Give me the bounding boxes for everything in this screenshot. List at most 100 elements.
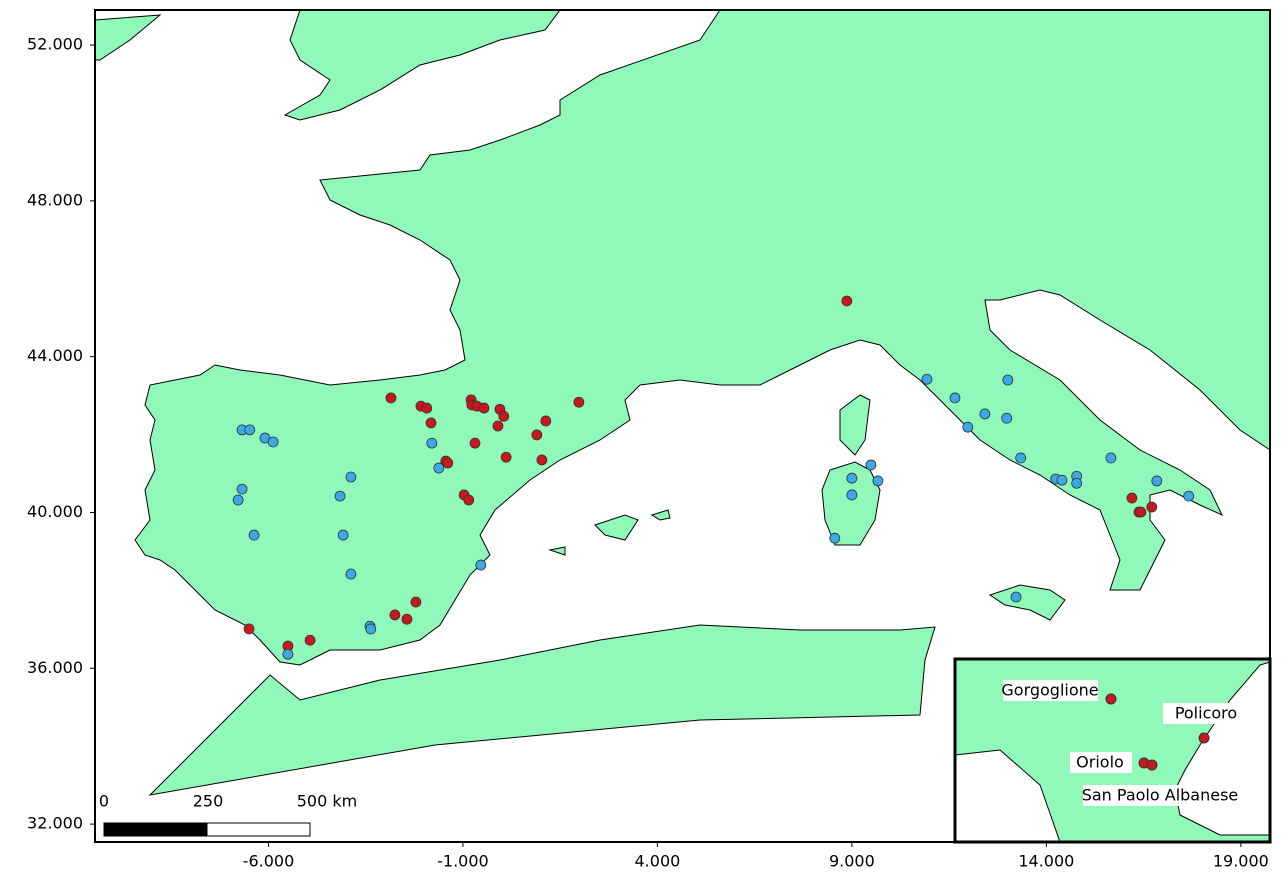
point — [1056, 474, 1068, 486]
point — [248, 529, 260, 541]
point — [365, 623, 377, 635]
point — [1183, 490, 1195, 502]
point — [389, 609, 401, 621]
frame — [94, 9, 1271, 843]
x-tick-label: 9.000 — [829, 852, 875, 871]
point — [829, 532, 841, 544]
point — [244, 424, 256, 436]
point — [410, 596, 422, 608]
point — [921, 373, 933, 385]
point — [492, 420, 504, 432]
inset: Gorgoglione Policoro Oriolo San Paolo Al… — [953, 657, 1272, 844]
point — [469, 437, 481, 449]
y-tick-label: 52.000 — [27, 35, 83, 54]
x-tick-label: 19.000 — [1213, 852, 1269, 871]
point — [846, 489, 858, 501]
place-label: San Paolo Albanese — [1082, 786, 1239, 805]
point — [345, 471, 357, 483]
point — [425, 417, 437, 429]
scale-label: 250 — [193, 792, 224, 811]
inset-point — [1146, 759, 1158, 771]
point — [498, 410, 510, 422]
y-tick-label: 40.000 — [27, 502, 83, 521]
point — [540, 415, 552, 427]
point — [1015, 452, 1027, 464]
point — [962, 421, 974, 433]
y-tick-label: 32.000 — [27, 814, 83, 833]
label-box — [1163, 703, 1238, 724]
point — [345, 568, 357, 580]
points — [232, 295, 1195, 660]
axes: 32.000 36.000 40.000 44.000 48.000 52.000 -6.0… — [27, 35, 1269, 871]
point — [500, 451, 512, 463]
scale-bar: 0 250 500 km — [99, 792, 357, 837]
point — [1002, 374, 1014, 386]
x-tick-label: 14.000 — [1018, 852, 1074, 871]
y-tick-label: 48.000 — [27, 190, 83, 209]
continent — [134, 9, 1271, 666]
point — [949, 392, 961, 404]
sardinia — [821, 461, 881, 546]
point — [1010, 591, 1022, 603]
point — [232, 494, 244, 506]
point — [433, 462, 445, 474]
point — [1135, 506, 1147, 518]
point — [243, 623, 255, 635]
point — [1071, 477, 1083, 489]
point — [421, 402, 433, 414]
point — [1151, 475, 1163, 487]
scale-label: 0 — [99, 792, 109, 811]
label-box — [1003, 680, 1098, 701]
y-tick-label: 44.000 — [27, 346, 83, 365]
point — [872, 475, 884, 487]
point — [236, 483, 248, 495]
point — [478, 402, 490, 414]
x-tick-label: -6.000 — [243, 852, 295, 871]
point — [573, 396, 585, 408]
point — [531, 429, 543, 441]
point — [846, 472, 858, 484]
place-label: Policoro — [1175, 704, 1237, 723]
point — [267, 436, 279, 448]
scale-segment — [206, 822, 311, 837]
point — [1001, 412, 1013, 424]
point — [304, 634, 316, 646]
point — [1105, 452, 1117, 464]
point — [463, 494, 475, 506]
island — [650, 509, 671, 521]
point — [337, 529, 349, 541]
scale-label: 500 km — [297, 792, 357, 811]
north-africa — [148, 624, 936, 796]
inset-frame — [953, 657, 1272, 844]
y-tick-label: 36.000 — [27, 658, 83, 677]
x-tick-label: 4.000 — [635, 852, 681, 871]
point — [385, 392, 397, 404]
place-label: Gorgoglione — [1001, 681, 1098, 700]
point — [401, 613, 413, 625]
land — [94, 9, 1271, 796]
island — [594, 514, 639, 541]
point — [334, 490, 346, 502]
x-tick-label: -1.000 — [437, 852, 489, 871]
corsica — [839, 394, 871, 456]
place-label: Oriolo — [1076, 753, 1124, 772]
point — [442, 457, 454, 469]
point — [979, 408, 991, 420]
inset-point — [1105, 693, 1117, 705]
point — [282, 648, 294, 660]
ireland — [94, 14, 162, 61]
sicily — [988, 584, 1066, 621]
britain — [283, 9, 561, 121]
island — [548, 546, 566, 556]
point — [1126, 492, 1138, 504]
label-box — [1083, 785, 1238, 806]
point — [1146, 501, 1158, 513]
scale-segment — [103, 822, 208, 837]
point — [426, 437, 438, 449]
point — [475, 559, 487, 571]
inset-point — [1198, 732, 1210, 744]
point — [536, 454, 548, 466]
point — [841, 295, 853, 307]
label-box — [1070, 752, 1132, 773]
